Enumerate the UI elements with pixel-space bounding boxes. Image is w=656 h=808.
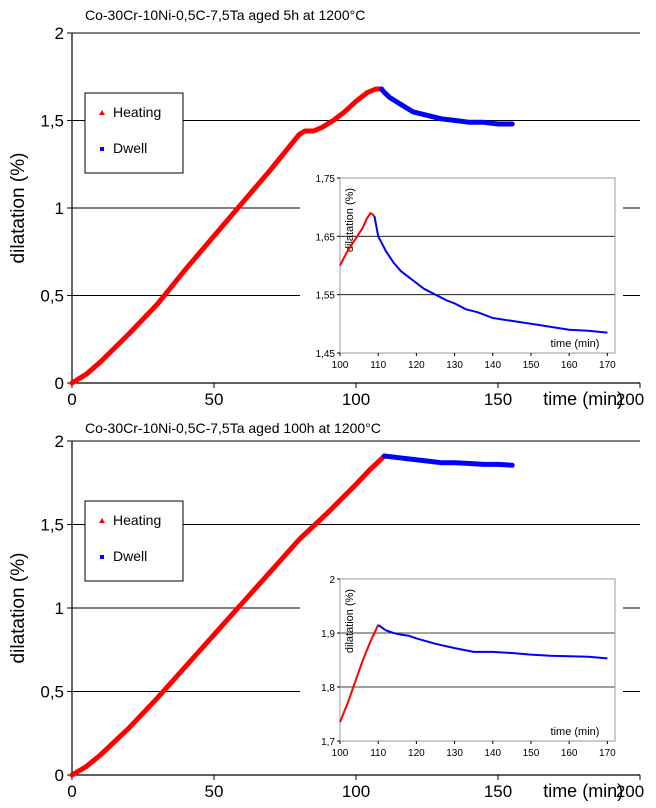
x-tick-label: 50	[205, 782, 224, 801]
inset-y-tick-label: 1,65	[316, 232, 336, 243]
inset-x-tick-label: 140	[484, 748, 501, 759]
inset-x-tick-label: 120	[408, 360, 425, 371]
legend-label-heating: Heating	[113, 512, 161, 528]
y-tick-label: 1	[55, 599, 64, 618]
inset-y-tick-label: 1,45	[316, 349, 336, 360]
x-tick-label: 50	[205, 390, 224, 409]
chart-2: Co-30Cr-10Ni-0,5C-7,5Ta aged 100h at 120…	[8, 420, 644, 801]
chart-1: Co-30Cr-10Ni-0,5C-7,5Ta aged 5h at 1200°…	[8, 7, 644, 409]
inset-x-tick-label: 100	[332, 748, 349, 759]
x-tick-label: 100	[342, 782, 370, 801]
x-tick-label: 150	[484, 782, 512, 801]
y-axis-label: dilatation (%)	[8, 553, 29, 664]
inset-y-tick-label: 1,9	[321, 629, 335, 640]
inset-chart: 1,45 1,55 1,65 1,75 100 110 120 130 140 150 160 170…	[300, 172, 623, 377]
legend-box	[84, 92, 184, 174]
inset-y-tick-label: 2	[329, 575, 335, 586]
y-tick-label: 0	[55, 374, 64, 393]
inset-y-tick-label: 1,8	[321, 683, 335, 694]
inset-y-axis-label: dilatation (%)	[344, 589, 356, 653]
inset-series-line-dwell	[377, 624, 608, 660]
x-tick-label: 0	[67, 782, 76, 801]
inset-x-tick-label: 120	[408, 748, 425, 759]
inset-chart: 1,7 1,8 1,9 2 100 110 120 130 140 150 160 170 dilata…	[300, 573, 623, 765]
legend-marker-triangle-icon	[99, 518, 105, 523]
inset-y-axis-label: dilatation (%)	[344, 188, 356, 252]
inset-frame	[339, 578, 616, 742]
x-tick-label: 100	[342, 390, 370, 409]
legend-box	[84, 500, 184, 582]
legend-label-dwell: Dwell	[113, 140, 147, 156]
inset-series-line-dwell	[373, 215, 608, 334]
inset-series-line-heating	[339, 212, 376, 266]
inset-x-tick-label: 160	[561, 748, 578, 759]
inset-y-tick-label: 1,7	[321, 737, 335, 748]
inset-x-tick-label: 100	[332, 360, 349, 371]
x-tick-label: 200	[616, 390, 644, 409]
x-axis-label: time (min)	[543, 389, 623, 409]
legend-label-dwell: Dwell	[113, 548, 147, 564]
y-tick-label: 2	[55, 432, 64, 451]
y-tick-label: 0,5	[40, 287, 64, 306]
series-line-dwell	[381, 453, 515, 468]
inset-x-axis-label: time (min)	[551, 726, 600, 738]
y-tick-label: 1	[55, 199, 64, 218]
x-tick-label: 150	[484, 390, 512, 409]
inset-x-tick-label: 150	[523, 748, 540, 759]
inset-background	[300, 573, 623, 765]
y-tick-label: 2	[55, 24, 64, 43]
chart-title: Co-30Cr-10Ni-0,5C-7,5Ta aged 100h at 120…	[85, 420, 381, 436]
series-line-heating	[69, 86, 385, 386]
legend-marker-triangle-icon	[99, 110, 105, 115]
inset-x-tick-label: 110	[370, 360, 386, 371]
y-tick-label: 0	[55, 766, 64, 785]
inset-x-axis-label: time (min)	[551, 338, 600, 350]
y-tick-label: 1,5	[40, 112, 64, 131]
inset-x-tick-label: 150	[523, 360, 540, 371]
legend-marker-square-icon	[100, 147, 104, 151]
x-tick-label: 200	[616, 782, 644, 801]
inset-x-tick-label: 160	[561, 360, 578, 371]
y-tick-label: 0,5	[40, 683, 64, 702]
inset-x-tick-label: 110	[370, 748, 386, 759]
legend: Heating Dwell	[84, 92, 184, 174]
x-axis-label: time (min)	[543, 781, 623, 801]
inset-x-tick-label: 130	[446, 748, 463, 759]
legend-label-heating: Heating	[113, 104, 161, 120]
inset-x-tick-label: 170	[599, 360, 616, 371]
legend: Heating Dwell	[84, 500, 184, 582]
chart-title: Co-30Cr-10Ni-0,5C-7,5Ta aged 5h at 1200°…	[85, 7, 365, 23]
inset-y-tick-label: 1,75	[316, 174, 336, 185]
inset-x-tick-label: 130	[446, 360, 463, 371]
x-tick-label: 0	[67, 390, 76, 409]
y-tick-label: 1,5	[40, 516, 64, 535]
inset-x-tick-label: 170	[599, 748, 616, 759]
y-axis-label: dilatation (%)	[8, 153, 29, 264]
legend-marker-square-icon	[100, 555, 104, 559]
inset-series-line-heating	[339, 624, 380, 723]
inset-x-tick-label: 140	[484, 360, 501, 371]
inset-background	[300, 172, 623, 377]
series-line-heating	[69, 453, 387, 778]
series-line-dwell	[379, 86, 515, 127]
inset-y-tick-label: 1,55	[316, 291, 336, 302]
